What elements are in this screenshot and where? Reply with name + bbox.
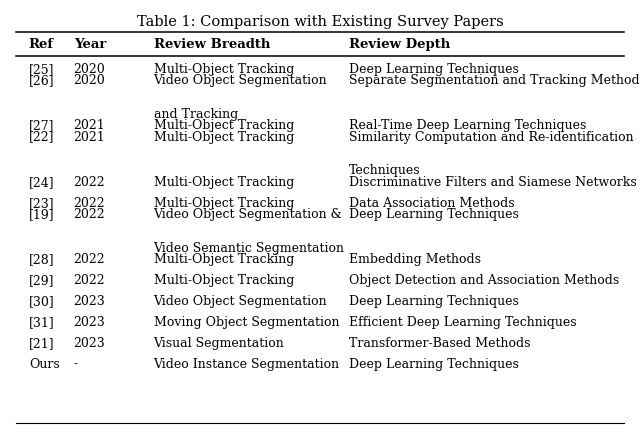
Text: Multi-Object Tracking: Multi-Object Tracking: [154, 196, 294, 209]
Text: Transformer-Based Methods: Transformer-Based Methods: [349, 336, 531, 349]
Text: Efficient Deep Learning Techniques: Efficient Deep Learning Techniques: [349, 315, 577, 328]
Text: [26]: [26]: [29, 74, 54, 87]
Text: 2022: 2022: [74, 207, 105, 220]
Text: Video Object Segmentation &: Video Object Segmentation &: [154, 207, 342, 220]
Text: Similarity Computation and Re-identification: Similarity Computation and Re-identifica…: [349, 130, 634, 143]
Text: Ours: Ours: [29, 357, 60, 370]
Text: 2021: 2021: [74, 130, 106, 143]
Text: and Tracking: and Tracking: [154, 108, 238, 121]
Text: 2023: 2023: [74, 336, 106, 349]
Text: Real-Time Deep Learning Techniques: Real-Time Deep Learning Techniques: [349, 119, 586, 132]
Text: 2020: 2020: [74, 74, 106, 87]
Text: [19]: [19]: [29, 207, 54, 220]
Text: [25]: [25]: [29, 62, 54, 76]
Text: 2022: 2022: [74, 196, 105, 209]
Text: Object Detection and Association Methods: Object Detection and Association Methods: [349, 273, 619, 286]
Text: [21]: [21]: [29, 336, 54, 349]
Text: [30]: [30]: [29, 294, 54, 307]
Text: [31]: [31]: [29, 315, 54, 328]
Text: 2023: 2023: [74, 315, 106, 328]
Text: Multi-Object Tracking: Multi-Object Tracking: [154, 130, 294, 143]
Text: Visual Segmentation: Visual Segmentation: [154, 336, 284, 349]
Text: Separate Segmentation and Tracking Methods: Separate Segmentation and Tracking Metho…: [349, 74, 640, 87]
Text: Multi-Object Tracking: Multi-Object Tracking: [154, 253, 294, 266]
Text: Deep Learning Techniques: Deep Learning Techniques: [349, 357, 518, 370]
Text: Video Semantic Segmentation: Video Semantic Segmentation: [154, 241, 344, 254]
Text: 2022: 2022: [74, 273, 105, 286]
Text: 2022: 2022: [74, 253, 105, 266]
Text: [23]: [23]: [29, 196, 54, 209]
Text: Deep Learning Techniques: Deep Learning Techniques: [349, 294, 518, 307]
Text: Table 1: Comparison with Existing Survey Papers: Table 1: Comparison with Existing Survey…: [136, 15, 504, 29]
Text: 2023: 2023: [74, 294, 106, 307]
Text: Video Object Segmentation: Video Object Segmentation: [154, 74, 327, 87]
Text: [22]: [22]: [29, 130, 54, 143]
Text: Multi-Object Tracking: Multi-Object Tracking: [154, 119, 294, 132]
Text: Data Association Methods: Data Association Methods: [349, 196, 515, 209]
Text: [28]: [28]: [29, 253, 54, 266]
Text: Techniques: Techniques: [349, 164, 420, 177]
Text: Multi-Object Tracking: Multi-Object Tracking: [154, 175, 294, 188]
Text: Multi-Object Tracking: Multi-Object Tracking: [154, 273, 294, 286]
Text: -: -: [74, 357, 77, 370]
Text: 2020: 2020: [74, 62, 106, 76]
Text: Multi-Object Tracking: Multi-Object Tracking: [154, 62, 294, 76]
Text: Video Instance Segmentation: Video Instance Segmentation: [154, 357, 340, 370]
Text: Deep Learning Techniques: Deep Learning Techniques: [349, 207, 518, 220]
Text: Review Depth: Review Depth: [349, 38, 450, 51]
Text: Ref: Ref: [29, 38, 54, 51]
Text: [24]: [24]: [29, 175, 54, 188]
Text: Embedding Methods: Embedding Methods: [349, 253, 481, 266]
Text: Review Breadth: Review Breadth: [154, 38, 270, 51]
Text: [27]: [27]: [29, 119, 54, 132]
Text: Discriminative Filters and Siamese Networks: Discriminative Filters and Siamese Netwo…: [349, 175, 637, 188]
Text: 2022: 2022: [74, 175, 105, 188]
Text: Video Object Segmentation: Video Object Segmentation: [154, 294, 327, 307]
Text: [29]: [29]: [29, 273, 54, 286]
Text: Deep Learning Techniques: Deep Learning Techniques: [349, 62, 518, 76]
Text: Moving Object Segmentation: Moving Object Segmentation: [154, 315, 339, 328]
Text: Year: Year: [74, 38, 106, 51]
Text: 2021: 2021: [74, 119, 106, 132]
